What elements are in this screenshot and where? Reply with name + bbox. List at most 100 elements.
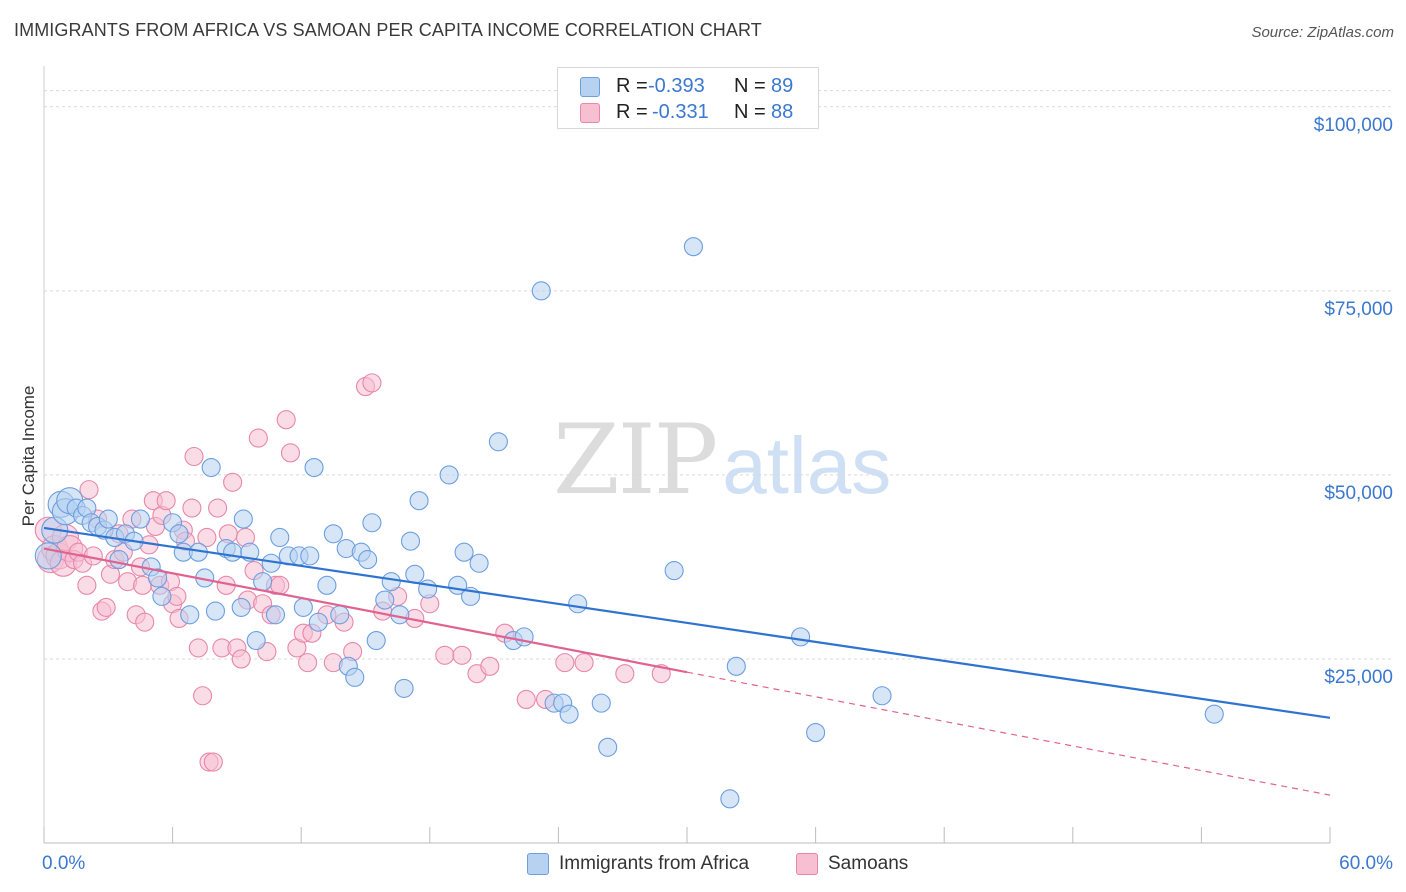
samoans-point <box>276 410 296 430</box>
samoans-point <box>184 446 204 467</box>
samoans-point <box>77 575 97 595</box>
tick-labels: $25,000 $50,000 $75,000 $100,000 0.0% 60.0% <box>42 115 1393 874</box>
africa-point <box>362 513 382 533</box>
africa-point <box>152 586 172 606</box>
legend-n-label: N = <box>734 101 766 123</box>
legend-swatch-blue <box>580 77 600 97</box>
africa-point <box>270 527 290 548</box>
africa-point <box>409 491 429 511</box>
series-legend: Immigrants from Africa Samoans <box>0 850 1406 880</box>
africa-point <box>323 524 343 544</box>
africa-point <box>148 568 168 588</box>
africa-point <box>872 686 892 706</box>
samoans-point <box>79 480 99 500</box>
africa-point <box>130 509 150 529</box>
samoans-point <box>298 653 318 673</box>
africa-point <box>559 704 579 724</box>
samoans-point <box>135 612 155 632</box>
africa-point <box>664 561 684 581</box>
samoans-point <box>555 653 575 673</box>
samoans-point <box>231 649 251 669</box>
africa-point <box>1204 704 1224 724</box>
legend-swatch-pink <box>796 853 818 875</box>
axes <box>43 66 1331 844</box>
africa-point <box>400 531 421 551</box>
africa-point <box>683 237 703 257</box>
africa-point <box>568 594 588 614</box>
africa-point <box>330 605 350 625</box>
africa-point <box>366 630 386 651</box>
legend-r-value: -0.331 <box>652 101 709 123</box>
watermark: ZIPatlas <box>553 404 891 516</box>
x-tick-label-min: 0.0% <box>42 853 85 874</box>
y-tick-label: $75,000 <box>1324 299 1393 320</box>
samoans-point <box>208 498 228 518</box>
africa-point <box>469 553 489 573</box>
africa-point <box>304 457 324 478</box>
africa-point <box>201 457 221 478</box>
africa-point <box>317 575 337 595</box>
source-label: Source: ZipAtlas.com <box>1251 24 1394 41</box>
africa-point <box>233 509 253 529</box>
legend-n-value: 89 <box>771 75 794 97</box>
africa-point <box>308 612 328 632</box>
africa-point <box>591 693 611 713</box>
africa-point <box>231 597 251 617</box>
samoans-point <box>182 498 202 518</box>
samoans-point <box>188 638 208 658</box>
samoans-point <box>574 653 594 673</box>
africa-point <box>180 605 200 625</box>
africa-point <box>394 678 414 698</box>
samoans-point <box>96 597 116 617</box>
legend-n-value: 88 <box>771 101 794 123</box>
trend-lines <box>43 526 1331 796</box>
correlation-legend: R = -0.393 N = 89 R = -0.331 N = 88 <box>557 67 819 129</box>
africa-point <box>109 550 129 570</box>
samoans-point <box>435 645 455 665</box>
legend-n-label: N = <box>734 75 766 97</box>
legend-label-africa: Immigrants from Africa <box>559 853 750 874</box>
africa-point <box>439 465 459 485</box>
series-immigrants-from-africa <box>34 237 1224 809</box>
africa-point <box>98 509 118 529</box>
africa-point <box>405 564 425 584</box>
watermark-zip: ZIP <box>553 404 718 516</box>
samoans-point <box>615 664 635 684</box>
samoans-point <box>362 373 382 393</box>
africa-point <box>205 601 226 621</box>
africa-point <box>791 627 811 647</box>
africa-point <box>169 524 189 544</box>
africa-point <box>293 597 313 617</box>
legend-r-label: R = <box>616 75 648 97</box>
africa-point <box>265 605 286 625</box>
trend-line-africa <box>43 526 1331 719</box>
trend-line-samoans <box>43 547 688 674</box>
africa-point <box>375 590 395 610</box>
y-tick-label: $25,000 <box>1324 667 1393 688</box>
legend-swatch-pink <box>580 103 600 123</box>
africa-point <box>300 546 320 566</box>
watermark-atlas: atlas <box>722 421 892 510</box>
samoans-point <box>193 686 213 706</box>
africa-point <box>720 789 740 809</box>
x-tick-label-max: 60.0% <box>1339 853 1393 874</box>
samoans-point <box>516 689 536 709</box>
africa-point <box>381 572 401 592</box>
africa-point <box>34 542 62 570</box>
chart-title: IMMIGRANTS FROM AFRICA VS SAMOAN PER CAP… <box>14 20 762 40</box>
africa-point <box>806 723 826 743</box>
legend-r-label: R = <box>616 101 648 123</box>
africa-point <box>598 737 618 757</box>
africa-point <box>246 630 266 651</box>
africa-point <box>454 542 474 562</box>
africa-point <box>253 572 273 592</box>
africa-point <box>488 432 508 452</box>
africa-point <box>726 656 746 676</box>
samoans-point <box>203 752 223 772</box>
africa-point <box>531 281 551 301</box>
y-tick-label: $50,000 <box>1324 483 1393 504</box>
trend-line-samoans-extension <box>686 671 1331 796</box>
africa-point <box>223 542 243 562</box>
samoans-point <box>280 443 301 463</box>
